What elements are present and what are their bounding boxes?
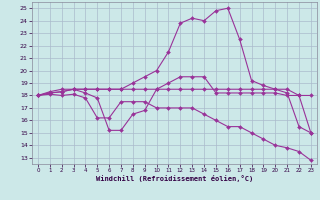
X-axis label: Windchill (Refroidissement éolien,°C): Windchill (Refroidissement éolien,°C) — [96, 175, 253, 182]
